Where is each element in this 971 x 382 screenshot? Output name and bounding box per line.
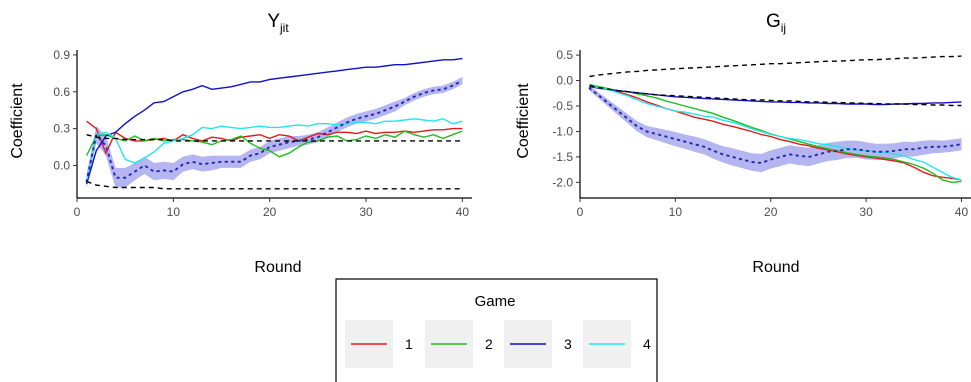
confidence-band xyxy=(86,77,463,189)
y-tick-label: -0.5 xyxy=(552,99,573,113)
panel-title-main: Y xyxy=(267,11,280,32)
series-line-game-1 xyxy=(589,84,962,181)
y-tick-label: 0.5 xyxy=(556,48,573,62)
panel-title-yjit: Yjit xyxy=(267,11,289,35)
series-line-dashed-bound xyxy=(589,55,962,78)
series-line-game-3 xyxy=(85,57,463,185)
y-tick-label: -2.0 xyxy=(552,175,573,189)
legend-item-game-4: 4 xyxy=(583,320,651,368)
y-tick-label: 0.0 xyxy=(556,74,573,88)
y-tick-label: 0.0 xyxy=(53,158,70,172)
y-tick-label: 0.6 xyxy=(53,85,70,99)
panel-title-subscript: ij xyxy=(781,21,786,35)
panel-title-subscript: jit xyxy=(279,21,289,35)
series-line-game-4 xyxy=(589,84,962,181)
legend-label: 3 xyxy=(564,336,572,352)
y-axis-label: Coefficient xyxy=(515,83,532,159)
y-tick-label: 0.3 xyxy=(53,122,70,136)
x-tick-label: 40 xyxy=(456,205,470,219)
x-tick-label: 0 xyxy=(74,205,81,219)
legend-item-game-1: 1 xyxy=(345,320,413,368)
confidence-band xyxy=(589,85,962,173)
x-tick-label: 10 xyxy=(167,205,181,219)
x-tick-label: 10 xyxy=(669,205,683,219)
series-line-dotted-mean xyxy=(85,79,464,183)
panel-yjit: Yjit Round Coefficient 0.0 0.3 0.6 0.9 0 10 20… xyxy=(9,11,472,276)
series-line-dashed-bound xyxy=(589,84,962,107)
series-line-dashed-bound xyxy=(86,134,463,142)
legend-label: 4 xyxy=(643,336,651,352)
y-tick-label: -1.5 xyxy=(552,150,573,164)
x-tick-label: 20 xyxy=(263,205,277,219)
legend-item-game-2: 2 xyxy=(425,320,493,368)
legend-label: 1 xyxy=(405,336,413,352)
x-tick-label: 40 xyxy=(955,205,969,219)
x-tick-label: 30 xyxy=(359,205,373,219)
panel-title-gij: Gij xyxy=(766,11,786,35)
x-tick-label: 20 xyxy=(764,205,778,219)
panel-title-main: G xyxy=(766,11,781,32)
series-line-dashed-bound xyxy=(86,180,463,190)
x-axis-label: Round xyxy=(254,259,301,276)
y-tick-label: -1.0 xyxy=(552,124,573,138)
series-line-dotted-mean xyxy=(588,87,963,165)
y-tick-label: 0.9 xyxy=(53,48,70,62)
x-tick-label: 30 xyxy=(859,205,873,219)
legend-title: Game xyxy=(475,293,516,310)
y-axis-label: Coefficient xyxy=(9,83,26,159)
legend: Game 1 2 3 4 xyxy=(335,278,658,382)
legend-label: 2 xyxy=(485,336,493,352)
x-axis-label: Round xyxy=(752,259,799,276)
legend-item-game-3: 3 xyxy=(504,320,572,368)
x-tick-label: 0 xyxy=(577,205,584,219)
panel-gij: Gij Round Coefficient 0.5 0.0 -0.5 -1.0 -1.5… xyxy=(515,11,971,276)
series-line-game-4 xyxy=(85,118,463,182)
